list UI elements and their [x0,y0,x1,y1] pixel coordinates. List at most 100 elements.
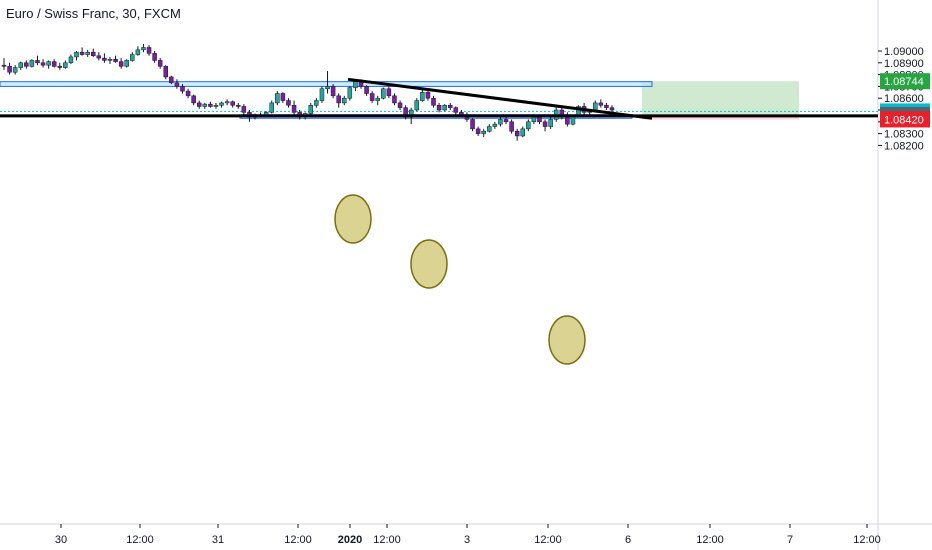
time-tick-label: 3 [464,534,470,546]
candle-body [610,108,614,110]
candle-body [242,106,246,112]
candle-body [353,82,357,88]
candle-body [348,88,352,99]
candle-body [119,62,123,67]
candle-body [136,50,140,55]
candle-body [443,105,447,110]
candle-body [459,112,463,114]
candle-body [342,98,346,103]
candle-body [175,83,179,87]
candle-body [275,93,279,102]
candle-body [35,60,39,62]
time-tick-label: 12:00 [373,534,401,546]
touch-point-circle[interactable] [335,195,371,243]
candle-body [454,108,458,113]
candle-body [521,129,525,136]
time-tick-label: 7 [787,534,793,546]
price-tick-label: 1.08600 [884,93,924,105]
candle-body [208,104,212,106]
candle-body [86,52,90,54]
candle-body [309,105,313,113]
candle-body [225,102,229,103]
candle-body [130,55,134,61]
time-tick-label: 30 [55,534,67,546]
candle-body [108,59,112,60]
candle-body [381,89,385,98]
candle-body [292,105,296,112]
time-tick-label: 12:00 [853,534,881,546]
candle-body [169,77,173,83]
resistance-zone[interactable] [0,82,652,87]
time-tick-label: 12:00 [696,534,724,546]
candle-body [543,122,547,127]
candle-body [482,131,486,133]
chart-title: Euro / Swiss Franc, 30, FXCM [6,6,181,21]
candle-body [80,52,84,54]
candle-body [376,98,380,100]
candle-body [337,96,341,103]
candle-body [426,92,430,98]
candle-body [448,105,452,107]
candle-body [141,47,145,49]
candle-body [164,66,168,77]
candle-body [24,63,28,67]
candle-body [498,119,502,124]
price-tick-label: 1.08300 [884,129,924,141]
candle-body [599,103,603,105]
candle-body [114,59,118,61]
position-target-zone[interactable] [642,81,799,115]
candle-body [192,96,196,103]
candle-body [549,119,553,126]
candle-body [158,60,162,66]
candle-body [326,86,330,88]
candle-body [153,53,157,60]
candle-body [526,122,530,129]
candle-body [203,104,207,106]
candle-body [432,98,436,105]
candle-body [102,58,106,60]
candle-body [281,93,285,100]
candle-body [415,101,419,110]
time-tick-label: 6 [625,534,631,546]
candle-body [565,117,569,124]
candle-body [58,66,62,67]
price-tick-label: 1.08900 [884,58,924,70]
candle-body [69,57,73,63]
candle-body [437,105,441,110]
candle-body [370,93,374,100]
candle-body [91,52,95,56]
candle-body [2,65,6,66]
candle-body [387,89,391,96]
touch-point-circle[interactable] [411,240,447,288]
take-profit-price-label: 1.08744 [884,76,924,88]
candle-body [186,91,190,96]
candle-body [13,68,17,73]
price-tick-label: 1.08200 [884,140,924,152]
time-tick-label: 12:00 [534,534,562,546]
candle-body [286,101,290,106]
candle-body [392,96,396,103]
candle-body [52,62,56,67]
candle-body [220,103,224,105]
touch-point-circle[interactable] [549,316,585,364]
time-tick-label: 12:00 [284,534,312,546]
candle-body [515,131,519,136]
candle-body [236,105,240,106]
candle-body [314,101,318,106]
candle-body [47,62,51,66]
candle-body [487,127,491,132]
candle-body [125,60,129,66]
candle-body [537,117,541,122]
candle-body [147,47,151,53]
candle-body [320,89,324,101]
candle-body [532,117,536,122]
price-tick-label: 1.09000 [884,46,924,58]
candle-body [398,103,402,108]
candle-body [63,63,67,68]
candle-body [231,102,235,106]
candle-body [75,52,79,57]
candle-body [476,129,480,134]
candle-body [420,92,424,100]
